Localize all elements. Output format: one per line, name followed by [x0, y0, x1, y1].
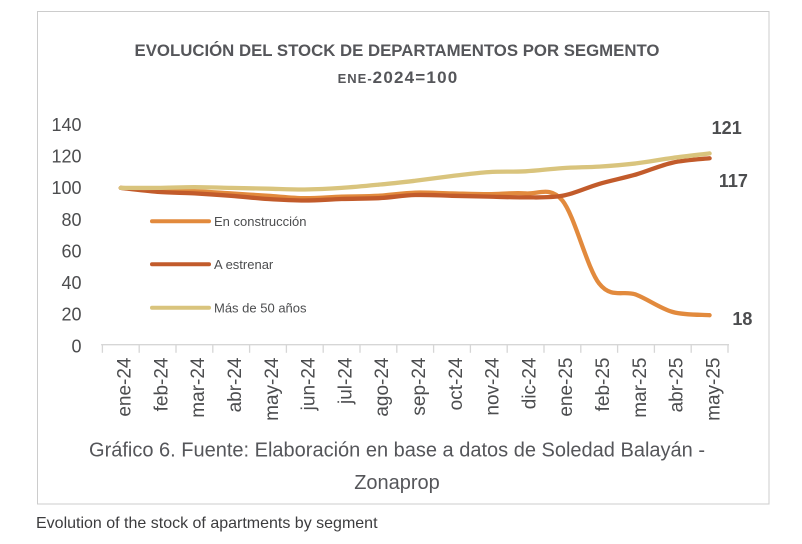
svg-text:121: 121 — [712, 118, 742, 138]
svg-text:ago-24: ago-24 — [372, 357, 393, 417]
svg-text:A estrenar: A estrenar — [214, 257, 274, 272]
svg-text:18: 18 — [732, 309, 752, 329]
svg-text:mar-25: mar-25 — [630, 358, 651, 418]
svg-text:feb-24: feb-24 — [151, 357, 172, 411]
svg-text:0: 0 — [71, 336, 81, 356]
svg-text:100: 100 — [51, 178, 81, 198]
svg-text:Más de 50 años: Más de 50 años — [214, 300, 307, 315]
svg-text:nov-24: nov-24 — [483, 357, 504, 416]
svg-text:dic-24: dic-24 — [519, 357, 540, 409]
svg-text:Evolution of the stock of apar: Evolution of the stock of apartments by … — [36, 515, 378, 532]
svg-text:ENE-2024=100: ENE-2024=100 — [338, 68, 459, 87]
svg-text:jul-24: jul-24 — [335, 357, 356, 405]
svg-text:ene-25: ene-25 — [556, 358, 577, 417]
svg-text:oct-24: oct-24 — [446, 357, 467, 410]
svg-text:60: 60 — [61, 241, 81, 261]
svg-text:Zonaprop: Zonaprop — [354, 472, 440, 494]
svg-text:sep-24: sep-24 — [409, 357, 430, 416]
svg-text:mar-24: mar-24 — [188, 357, 209, 418]
svg-text:abr-25: abr-25 — [667, 358, 688, 413]
svg-text:40: 40 — [61, 273, 81, 293]
svg-text:20: 20 — [61, 305, 81, 325]
svg-text:jun-24: jun-24 — [299, 357, 320, 411]
svg-text:120: 120 — [51, 147, 81, 167]
svg-text:may-24: may-24 — [262, 357, 283, 421]
svg-text:feb-25: feb-25 — [593, 358, 614, 412]
svg-text:may-25: may-25 — [703, 358, 724, 421]
svg-text:Gráfico 6. Fuente: Elaboración: Gráfico 6. Fuente: Elaboración en base a… — [89, 440, 705, 462]
svg-text:EVOLUCIÓN DEL STOCK DE DEPARTA: EVOLUCIÓN DEL STOCK DE DEPARTAMENTOS POR… — [135, 41, 660, 60]
svg-text:En construcción: En construcción — [214, 214, 307, 229]
svg-text:140: 140 — [51, 115, 81, 135]
svg-text:117: 117 — [719, 171, 748, 191]
svg-text:80: 80 — [61, 210, 81, 230]
svg-text:abr-24: abr-24 — [225, 357, 246, 412]
svg-text:ene-24: ene-24 — [115, 357, 136, 417]
